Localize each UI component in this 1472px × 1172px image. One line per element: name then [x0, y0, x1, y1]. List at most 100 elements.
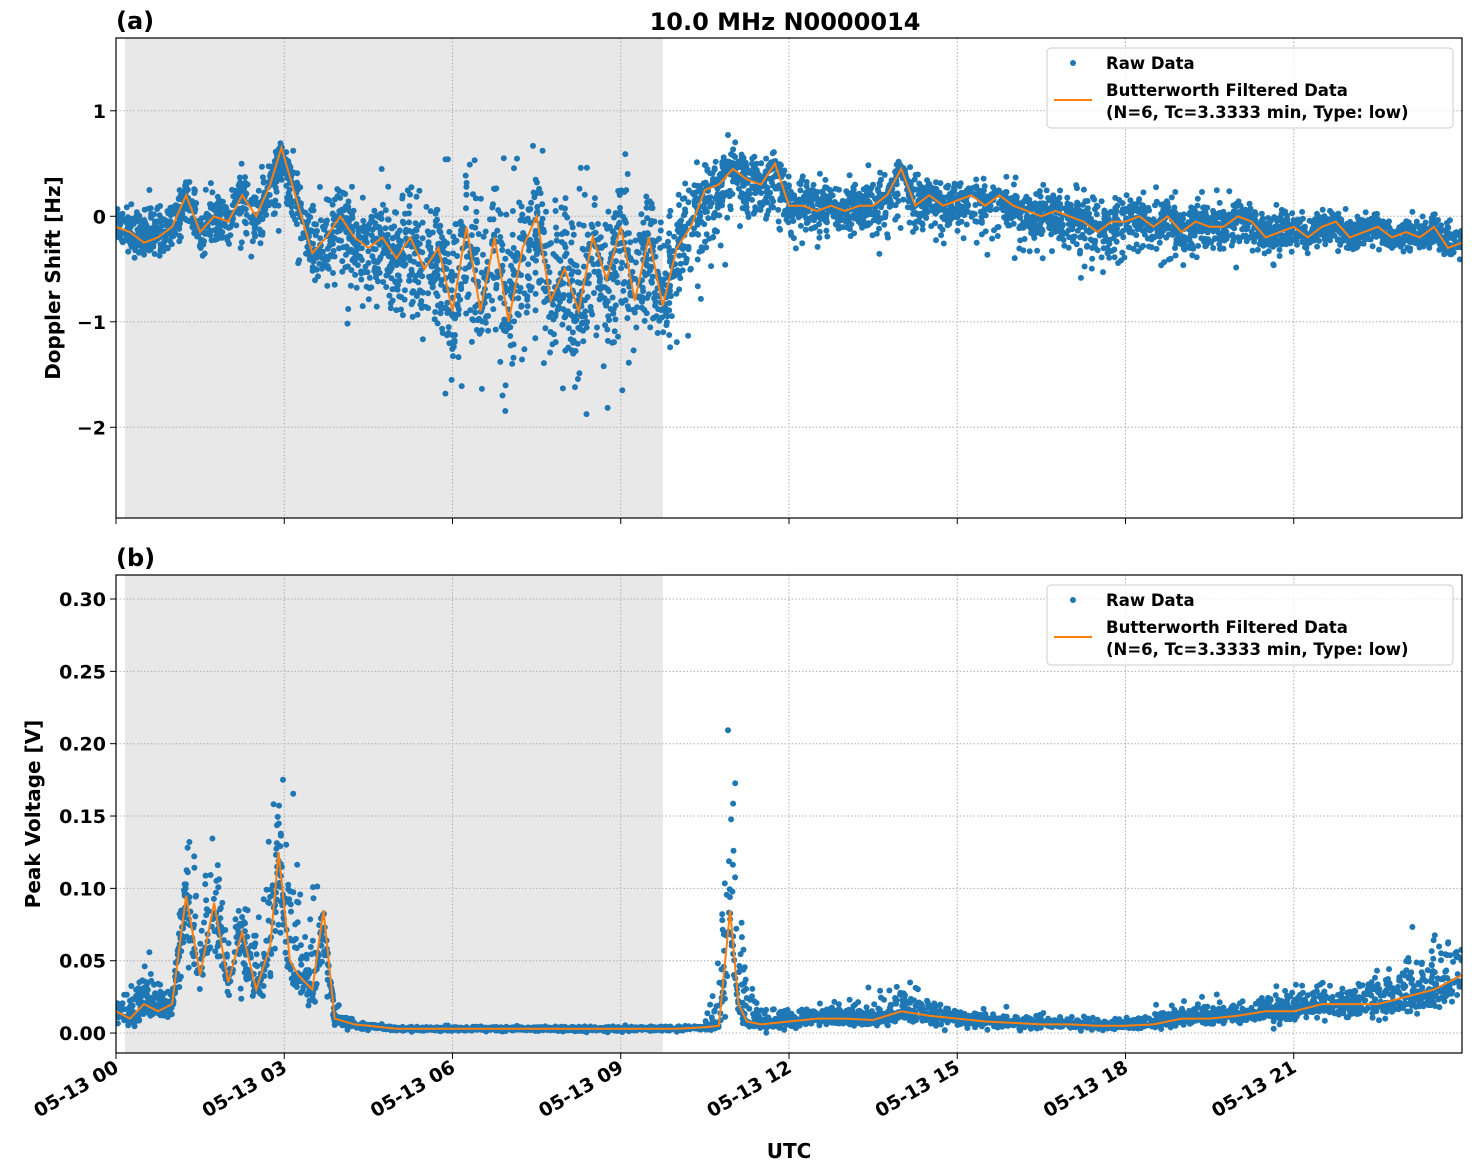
raw-data-point [182, 185, 189, 192]
raw-data-point [266, 192, 273, 198]
raw-data-point [582, 313, 588, 320]
raw-data-point [657, 227, 664, 234]
raw-data-point [1028, 205, 1035, 212]
raw-data-point [612, 316, 619, 323]
raw-data-point [810, 181, 817, 188]
raw-data-point [287, 164, 294, 170]
raw-data-point [445, 330, 452, 336]
raw-data-point [383, 284, 390, 290]
raw-data-point [371, 207, 378, 214]
raw-data-point [650, 237, 656, 244]
raw-data-point [1362, 209, 1369, 216]
raw-data-point [682, 180, 689, 187]
raw-data-point [370, 245, 377, 252]
raw-data-point [681, 223, 688, 230]
raw-data-point [673, 339, 680, 346]
raw-data-point [1195, 224, 1201, 231]
raw-data-point [1017, 214, 1024, 221]
raw-data-point [1035, 222, 1041, 229]
raw-data-point [552, 208, 559, 214]
raw-data-point [1189, 252, 1196, 259]
raw-data-point [859, 224, 866, 231]
raw-data-point [1337, 237, 1344, 244]
raw-data-point [317, 235, 324, 242]
raw-data-point [619, 387, 626, 394]
raw-data-point [1371, 221, 1377, 227]
raw-data-point [409, 313, 416, 320]
raw-data-point [532, 246, 539, 253]
raw-data-point [187, 218, 194, 225]
raw-data-point [882, 209, 889, 216]
raw-data-point [209, 189, 216, 196]
raw-data-point [679, 267, 686, 274]
raw-data-point [1030, 232, 1037, 239]
raw-data-point [312, 277, 318, 284]
raw-data-point [610, 264, 617, 271]
raw-data-point [677, 275, 684, 282]
raw-data-point [708, 263, 715, 270]
raw-data-point [565, 325, 572, 332]
raw-data-point [534, 203, 541, 210]
raw-data-point [524, 296, 531, 303]
raw-data-point [1288, 248, 1295, 255]
raw-data-point [1259, 240, 1266, 247]
raw-data-point [1342, 206, 1349, 212]
raw-data-point [652, 298, 659, 305]
raw-data-point [872, 195, 879, 202]
raw-data-point [619, 259, 625, 266]
raw-data-point [1246, 200, 1253, 207]
raw-data-point [123, 204, 130, 211]
raw-data-point [850, 186, 857, 193]
raw-data-point [617, 204, 623, 211]
raw-data-point [865, 162, 872, 169]
raw-data-point [480, 233, 487, 240]
raw-data-point [521, 290, 528, 297]
raw-data-point [116, 206, 121, 213]
raw-data-point [627, 239, 634, 246]
raw-data-point [152, 220, 159, 227]
raw-data-point [643, 193, 650, 200]
raw-data-point [373, 224, 380, 231]
raw-data-point [651, 218, 658, 225]
raw-data-point [1054, 202, 1061, 209]
raw-data-point [640, 288, 647, 295]
raw-data-point [385, 183, 392, 190]
raw-data-point [1118, 230, 1125, 237]
raw-data-point [468, 232, 475, 239]
raw-data-point [116, 210, 120, 217]
raw-data-point [1153, 184, 1160, 191]
raw-data-point [1432, 237, 1439, 244]
raw-data-point [1360, 217, 1367, 224]
raw-data-point [584, 294, 591, 300]
raw-data-point [1018, 201, 1025, 208]
raw-data-point [243, 229, 250, 236]
raw-data-point [715, 201, 721, 208]
raw-data-point [1079, 211, 1086, 218]
raw-data-point [1123, 192, 1130, 199]
raw-data-point [271, 181, 278, 188]
raw-data-point [1216, 241, 1223, 248]
raw-data-point [668, 293, 674, 300]
raw-data-point [463, 253, 470, 260]
raw-data-point [603, 264, 610, 271]
raw-data-point [532, 257, 539, 264]
raw-data-point [709, 234, 716, 241]
raw-data-point [1111, 254, 1118, 261]
raw-data-point [1188, 204, 1195, 211]
raw-data-point [693, 159, 700, 166]
raw-data-point [1088, 265, 1095, 272]
raw-data-point [893, 181, 900, 188]
raw-data-point [133, 215, 140, 222]
raw-data-point [758, 160, 765, 167]
raw-data-point [380, 279, 387, 285]
raw-data-point [1260, 219, 1267, 226]
raw-data-point [1154, 229, 1161, 236]
raw-data-point [1205, 215, 1212, 222]
raw-data-point [991, 227, 997, 234]
raw-data-point [573, 262, 580, 269]
raw-data-point [126, 232, 133, 239]
raw-data-point [1126, 244, 1133, 251]
raw-data-point [560, 295, 567, 301]
raw-data-point [373, 274, 379, 281]
